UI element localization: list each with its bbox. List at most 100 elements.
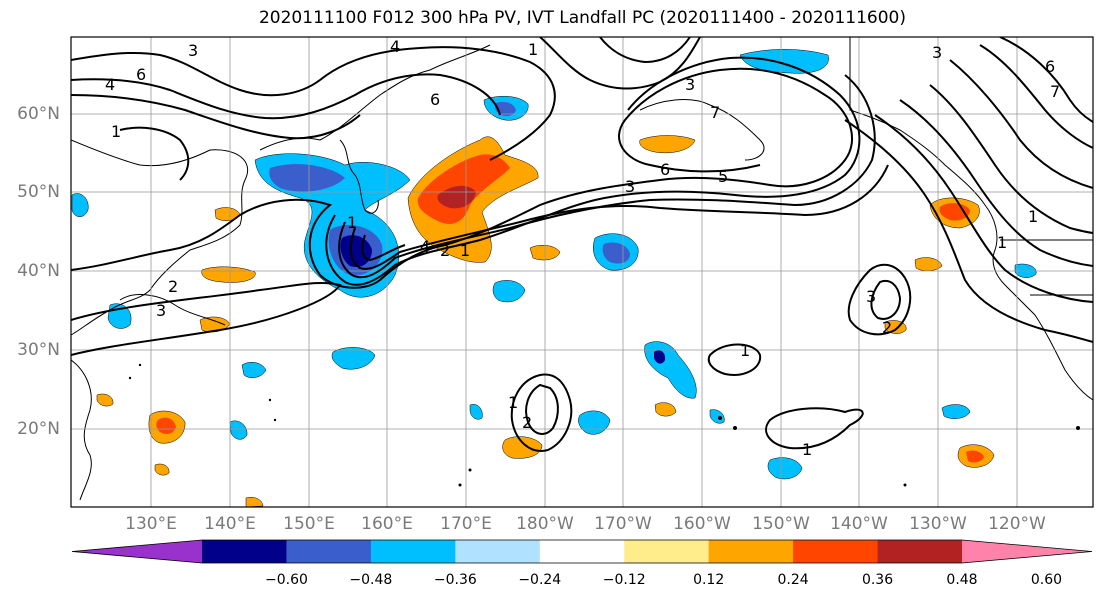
colorbar-tick-label: 0.24 — [777, 572, 809, 588]
positive-anomaly — [502, 436, 543, 459]
contour-label: 4 — [105, 75, 115, 94]
lat-label: 50°N — [17, 182, 60, 202]
colorbar-tick-label: −0.24 — [518, 572, 562, 588]
negative-anomaly — [241, 362, 267, 378]
contour-label-layer: 3 4 6 1 4 1 3 6 3 7 6 5 3 6 7 1 2 3 1 4 … — [105, 37, 1060, 459]
negative-anomaly — [578, 410, 611, 435]
colorbar — [71, 539, 1093, 564]
shading-layer — [71, 49, 1037, 507]
colorbar-tick-label: 0.36 — [861, 572, 894, 588]
pv-contours — [71, 37, 1093, 452]
contour-label: 6 — [1045, 57, 1055, 76]
contour-label: 2 — [882, 318, 892, 337]
lon-label: 160°W — [673, 514, 731, 534]
colorbar-segment — [877, 540, 963, 563]
colorbar-tick-label: 0.12 — [693, 572, 725, 588]
lon-label: 170°W — [594, 514, 652, 534]
colorbar-segment — [286, 540, 372, 563]
contour-label: 3 — [188, 41, 198, 60]
contour-label: 1 — [997, 233, 1007, 252]
negative-anomaly — [492, 280, 526, 303]
negative-anomaly — [269, 164, 345, 192]
colorbar-tick-label: 0.60 — [1030, 572, 1063, 588]
lon-label: 140°W — [830, 514, 888, 534]
contour-label: 2 — [168, 277, 178, 296]
colorbar-segment — [624, 540, 710, 563]
colorbar-segment — [370, 540, 456, 563]
lon-label: 140°E — [204, 514, 256, 534]
positive-anomaly — [201, 266, 256, 283]
colorbar-tick-label: −0.48 — [349, 572, 393, 588]
map-title: 2020111100 F012 300 hPa PV, IVT Landfall… — [258, 8, 906, 28]
contour-label: 1 — [508, 393, 518, 412]
negative-anomaly — [767, 457, 803, 480]
contour-label: 1 — [460, 241, 470, 260]
lat-label: 60°N — [17, 104, 60, 124]
contour-label: 1 — [1028, 207, 1038, 226]
contour-label: 3 — [866, 287, 876, 306]
negative-anomaly — [331, 347, 376, 370]
contour-label: 1 — [740, 341, 750, 360]
contour-label: 3 — [625, 177, 635, 196]
lon-label: 150°E — [283, 514, 335, 534]
colorbar-segment — [793, 540, 879, 563]
negative-anomaly — [229, 420, 248, 440]
colorbar-tick-label: −0.12 — [602, 572, 646, 588]
islands — [128, 363, 1080, 487]
contour-label: 1 — [528, 40, 538, 59]
lon-label: 120°W — [988, 514, 1046, 534]
positive-anomaly — [245, 497, 264, 507]
negative-anomaly — [340, 235, 372, 268]
contour-label: 1 — [347, 213, 357, 232]
negative-anomaly — [71, 193, 89, 217]
negative-anomaly — [469, 404, 483, 420]
contour-label: 4 — [390, 37, 400, 56]
contour-label: 6 — [430, 90, 440, 109]
positive-anomaly — [939, 203, 970, 221]
colorbar-segment — [962, 540, 1092, 563]
contour-label: 1 — [111, 122, 121, 141]
contour-label: 6 — [136, 65, 146, 84]
contour-label: 1 — [802, 440, 812, 459]
lon-label: 130°E — [125, 514, 177, 534]
colorbar-outline — [71, 539, 1093, 564]
contour-label: 3 — [685, 75, 695, 94]
lon-label: 150°W — [752, 514, 810, 534]
colorbar-segment — [72, 540, 202, 563]
negative-anomaly — [654, 350, 666, 364]
positive-anomaly — [96, 393, 114, 407]
positive-anomaly — [966, 450, 984, 463]
negative-anomaly — [709, 409, 725, 424]
positive-anomaly — [639, 135, 696, 154]
lat-label: 20°N — [17, 419, 60, 439]
lon-label: 130°W — [909, 514, 967, 534]
colorbar-tick-label: −0.60 — [264, 572, 308, 588]
positive-anomaly — [654, 402, 677, 417]
contour-label: 3 — [932, 43, 942, 62]
positive-anomaly — [154, 463, 170, 476]
contour-label: 7 — [1050, 82, 1060, 101]
contour-label: 5 — [718, 167, 728, 186]
colorbar-tick-label: 0.48 — [946, 572, 978, 588]
contour-label: 7 — [710, 103, 720, 122]
lat-label: 40°N — [17, 261, 60, 281]
contour-label: 2 — [440, 241, 450, 260]
colorbar-tick-label: −0.36 — [433, 572, 477, 588]
negative-anomaly — [941, 404, 971, 419]
lon-label: 170°E — [440, 514, 492, 534]
contour-label: 4 — [420, 237, 430, 256]
contour-label: 2 — [522, 413, 532, 432]
plot-frame — [70, 36, 1094, 508]
contour-label: 3 — [156, 301, 166, 320]
colorbar-segment — [455, 540, 541, 563]
lon-label: 180°W — [516, 514, 574, 534]
positive-anomaly — [156, 417, 176, 435]
colorbar-segment — [202, 540, 287, 563]
lat-label: 30°N — [17, 340, 60, 360]
contour-label: 6 — [660, 160, 670, 179]
colorbar-segment — [708, 540, 794, 563]
positive-anomaly — [914, 257, 943, 271]
lon-label: 160°E — [361, 514, 413, 534]
colorbar-segment — [539, 540, 625, 563]
